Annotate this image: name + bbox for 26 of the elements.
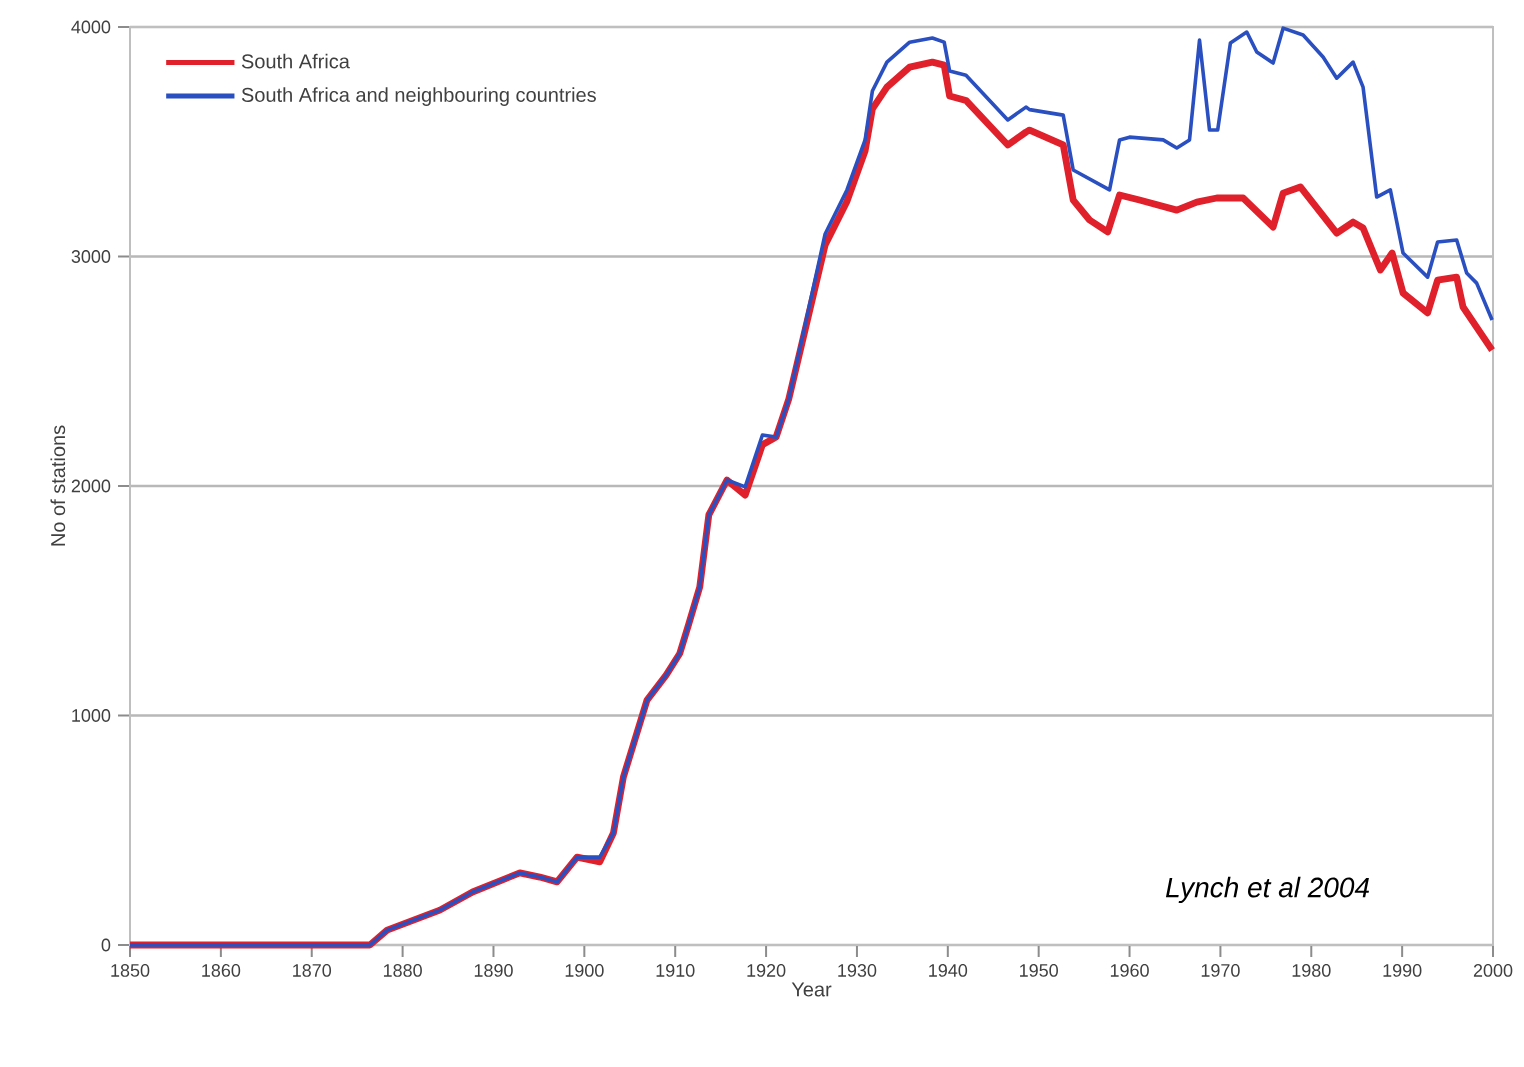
y-tick-label: 1000: [72, 709, 111, 722]
x-tick-label: 1950: [1020, 964, 1058, 977]
x-tick-label: 1910: [656, 964, 695, 977]
x-tick-label: 1990: [1383, 964, 1422, 977]
x-tick-label: 1890: [474, 964, 513, 977]
y-axis-title: No of stations: [50, 425, 66, 546]
x-tick-label: 1900: [565, 964, 604, 977]
x-tick-label: 1940: [929, 964, 968, 977]
x-tick-label: 1870: [293, 964, 332, 977]
x-axis-title: Year: [791, 982, 832, 997]
x-tick-label: 1860: [202, 964, 241, 977]
y-tick-label: 4000: [71, 20, 111, 34]
x-tick-label: 1960: [1110, 964, 1149, 977]
y-tick-label: 3000: [71, 250, 111, 263]
y-tick-label: 0: [101, 938, 111, 952]
x-tick-label: 1970: [1201, 964, 1240, 977]
legend-label: South Africa: [241, 53, 350, 69]
y-tick-label: 2000: [71, 479, 111, 493]
x-tick-label: 1920: [747, 964, 786, 977]
x-tick-label: 1930: [838, 964, 877, 977]
x-tick-label: 1880: [383, 964, 422, 977]
x-tick-label: 2000: [1473, 964, 1513, 977]
legend-label: South Africa and neighbouring countries: [241, 87, 596, 106]
annotation: Lynch et al 2004: [1165, 876, 1369, 903]
x-tick-label: 1980: [1292, 964, 1331, 977]
x-tick-label: 1850: [111, 964, 150, 977]
